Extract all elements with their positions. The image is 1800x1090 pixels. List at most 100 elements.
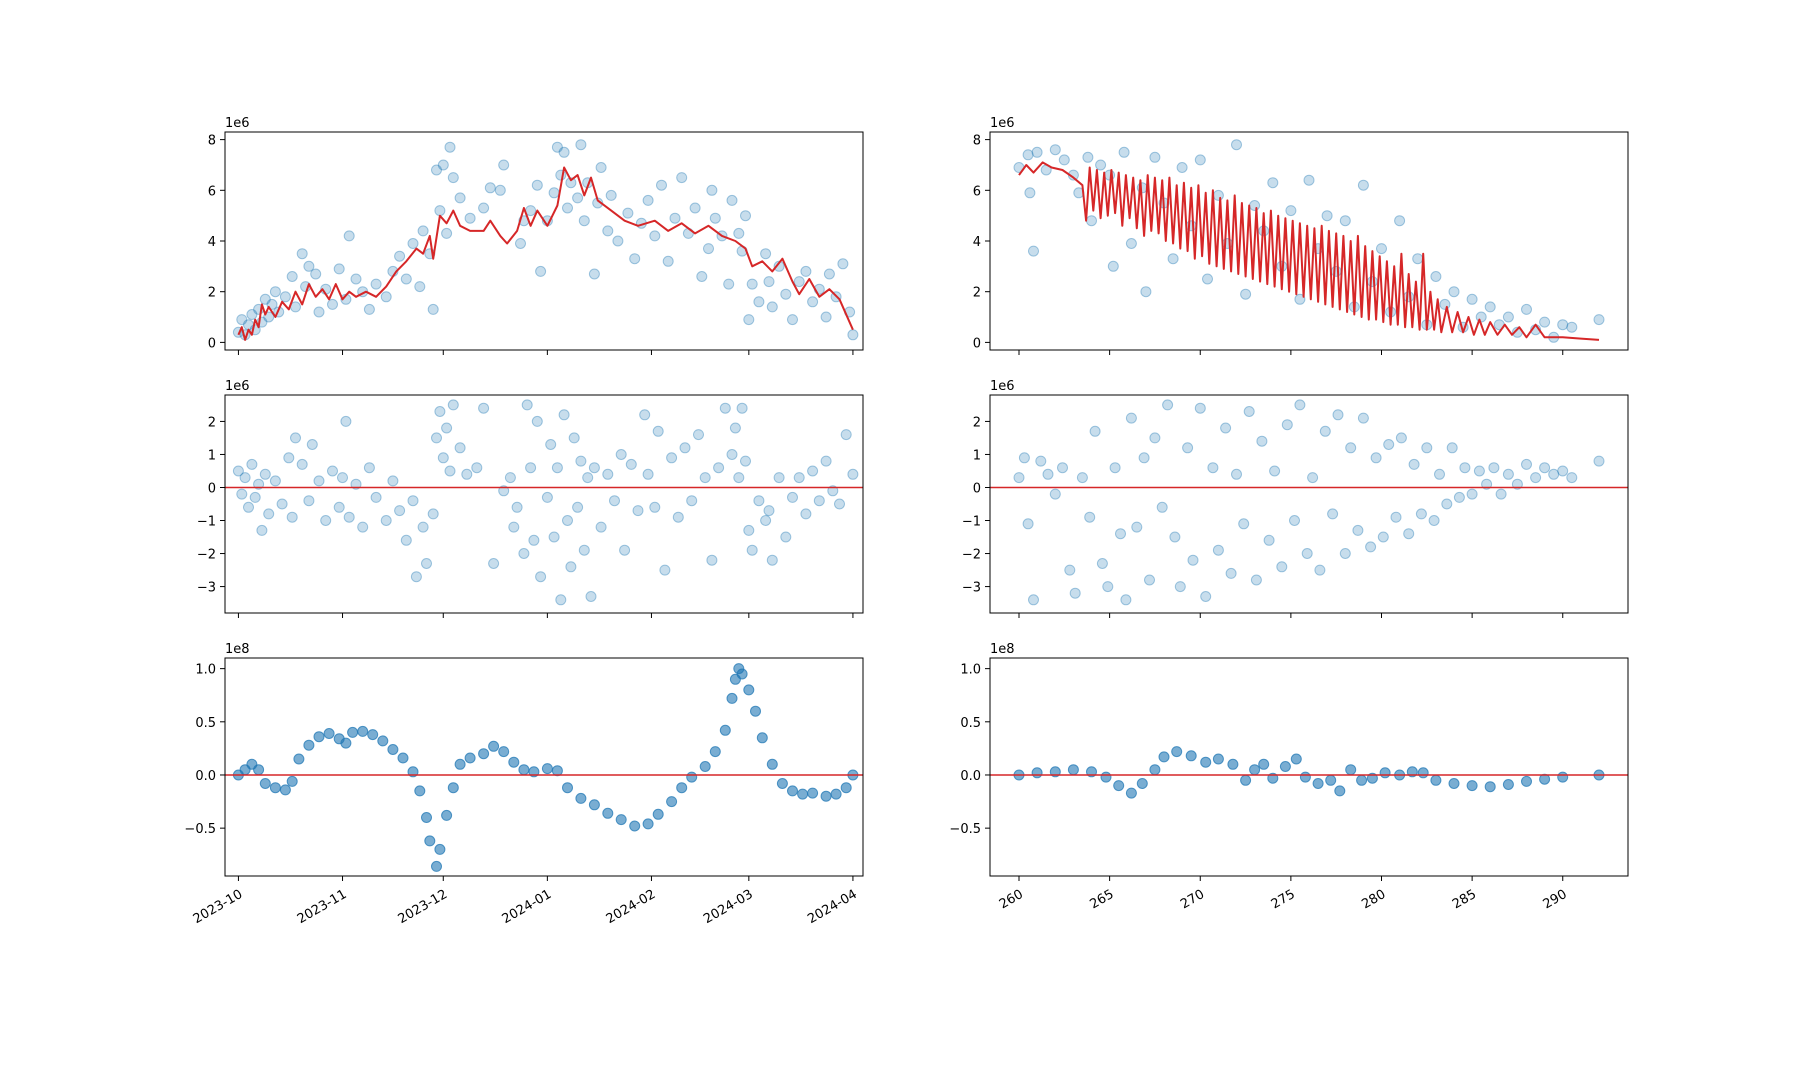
data-point — [1403, 291, 1415, 303]
y-tick-label: 2 — [208, 286, 216, 301]
data-point — [662, 255, 674, 267]
data-point — [676, 782, 688, 794]
data-point — [602, 807, 614, 819]
data-point — [1566, 321, 1578, 333]
data-point — [1187, 554, 1199, 566]
data-point — [1312, 778, 1324, 789]
data-point — [615, 814, 627, 826]
data-point — [1294, 399, 1306, 411]
data-point — [259, 468, 271, 480]
data-point — [743, 524, 755, 536]
data-point — [1557, 465, 1569, 477]
data-point — [1250, 574, 1262, 586]
data-point — [518, 764, 530, 776]
data-point — [1144, 574, 1155, 586]
data-point — [454, 758, 466, 770]
data-point — [1548, 468, 1560, 480]
data-point — [236, 314, 248, 326]
data-point — [541, 763, 553, 775]
y-tick-label: −0.5 — [949, 822, 981, 837]
data-point — [387, 475, 399, 487]
data-point — [1521, 458, 1532, 470]
x-tick-label: 2024-01 — [500, 887, 555, 927]
y-tick-label: −1 — [962, 515, 981, 530]
data-point — [269, 475, 281, 487]
data-point — [407, 238, 419, 249]
x-tick-label: 270 — [1178, 887, 1207, 912]
data-point — [387, 744, 399, 755]
data-point — [253, 478, 265, 490]
data-point — [434, 843, 446, 855]
data-point — [1339, 548, 1351, 559]
data-point — [551, 462, 563, 474]
data-point — [813, 495, 825, 507]
data-point — [656, 179, 667, 191]
data-point — [1439, 298, 1451, 310]
y-tick-label: 1 — [208, 448, 216, 463]
data-point — [1334, 785, 1346, 797]
data-point — [1448, 778, 1460, 789]
x-tick-label: 2024-04 — [805, 887, 860, 927]
data-point — [1307, 472, 1319, 484]
data-point — [706, 554, 718, 566]
data-point — [763, 276, 775, 288]
data-point — [1149, 151, 1161, 163]
data-point — [350, 478, 362, 490]
data-point — [1018, 452, 1030, 464]
data-point — [1258, 758, 1270, 770]
data-point — [232, 465, 244, 477]
data-point — [729, 422, 741, 434]
data-point — [269, 782, 281, 794]
data-point — [562, 202, 573, 214]
data-point — [1109, 462, 1121, 474]
data-point — [303, 739, 315, 751]
data-point — [431, 860, 442, 872]
data-point — [740, 455, 751, 467]
data-point — [847, 468, 859, 480]
data-point — [766, 301, 778, 313]
data-point — [263, 508, 275, 520]
data-point — [1049, 488, 1061, 500]
data-point — [1521, 775, 1532, 787]
data-point — [286, 775, 298, 787]
x-tick-label: 2024-02 — [604, 887, 659, 927]
data-point — [1390, 511, 1402, 523]
data-point — [1202, 273, 1213, 285]
plot-area — [232, 139, 859, 341]
data-point — [1064, 564, 1076, 576]
data-point — [1377, 531, 1389, 543]
data-point — [1276, 561, 1288, 573]
data-point — [1243, 406, 1255, 417]
data-point — [807, 465, 819, 477]
data-point — [320, 515, 332, 526]
data-point — [1321, 210, 1333, 222]
data-point — [1024, 187, 1036, 199]
data-point — [585, 591, 597, 602]
data-point — [303, 495, 315, 507]
data-point — [565, 177, 577, 189]
data-point — [464, 752, 476, 764]
data-point — [431, 164, 442, 176]
y-tick-label: 0 — [208, 481, 216, 496]
data-point — [357, 521, 369, 533]
data-point — [558, 146, 570, 158]
data-point — [444, 141, 456, 153]
data-point — [1453, 491, 1465, 503]
data-point — [1394, 215, 1406, 227]
data-point — [380, 515, 392, 526]
data-point — [535, 265, 547, 277]
data-point — [709, 212, 721, 224]
data-point — [1539, 316, 1551, 328]
data-point — [780, 531, 792, 543]
data-point — [605, 189, 617, 201]
data-point — [1200, 591, 1212, 602]
data-point — [588, 268, 600, 280]
data-point — [649, 230, 661, 242]
data-point — [1299, 771, 1311, 783]
data-point — [686, 771, 698, 783]
data-point — [840, 782, 852, 794]
x-tick-label: 280 — [1359, 887, 1388, 912]
data-point — [807, 296, 819, 308]
data-point — [1475, 311, 1487, 323]
data-point — [1028, 594, 1039, 606]
